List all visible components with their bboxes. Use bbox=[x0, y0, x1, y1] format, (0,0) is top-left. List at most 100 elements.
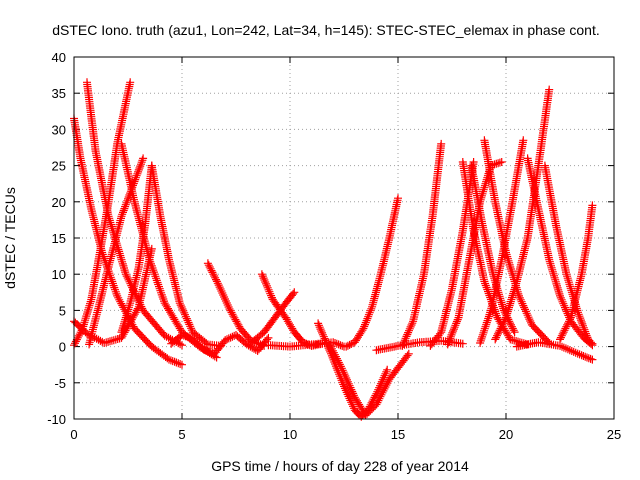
data-point bbox=[491, 309, 500, 318]
series-pass-x bbox=[480, 136, 554, 347]
x-tick-label: 25 bbox=[607, 427, 621, 442]
data-point bbox=[498, 320, 507, 329]
data-point bbox=[496, 324, 505, 333]
data-point bbox=[347, 398, 356, 407]
data-point bbox=[522, 309, 531, 318]
data-point bbox=[401, 334, 410, 343]
data-point bbox=[492, 333, 501, 342]
data-point bbox=[406, 322, 415, 331]
data-point bbox=[176, 301, 185, 310]
data-point bbox=[556, 341, 564, 350]
data-point bbox=[575, 312, 584, 321]
data-point bbox=[315, 323, 324, 332]
data-point bbox=[478, 332, 487, 341]
data-point bbox=[328, 346, 337, 355]
data-point bbox=[576, 314, 585, 323]
data-point bbox=[319, 332, 328, 341]
data-point bbox=[347, 340, 356, 348]
data-point bbox=[553, 283, 562, 292]
data-point bbox=[149, 266, 158, 275]
data-point bbox=[336, 362, 345, 371]
data-point bbox=[109, 281, 118, 290]
data-point bbox=[332, 354, 341, 363]
data-point bbox=[559, 299, 568, 308]
data-point bbox=[491, 307, 500, 316]
data-point bbox=[556, 333, 565, 342]
data-point bbox=[137, 302, 146, 311]
data-point bbox=[121, 202, 130, 211]
data-point bbox=[134, 167, 143, 176]
data-point bbox=[491, 335, 500, 344]
data-point bbox=[211, 273, 220, 282]
data-point bbox=[168, 357, 177, 366]
data-point bbox=[449, 325, 458, 334]
data-point bbox=[443, 340, 452, 349]
data-point bbox=[217, 287, 226, 295]
data-point bbox=[349, 391, 358, 400]
data-point bbox=[153, 278, 162, 287]
data-point bbox=[480, 324, 489, 333]
data-point bbox=[362, 316, 371, 325]
data-point bbox=[518, 299, 527, 308]
data-point bbox=[509, 287, 518, 296]
data-point bbox=[588, 339, 597, 348]
series-pass-o bbox=[324, 339, 413, 420]
data-point bbox=[399, 340, 408, 348]
data-point bbox=[400, 336, 409, 345]
data-point bbox=[558, 342, 566, 351]
data-point bbox=[175, 299, 184, 308]
x-tick-label: 5 bbox=[178, 427, 185, 442]
data-point bbox=[120, 204, 129, 213]
data-point bbox=[506, 319, 515, 328]
data-point bbox=[508, 291, 517, 300]
data-point bbox=[588, 201, 597, 210]
data-point bbox=[400, 338, 408, 347]
data-point bbox=[550, 273, 559, 282]
data-point bbox=[226, 333, 235, 342]
data-point bbox=[509, 326, 518, 335]
y-tick-label: 15 bbox=[52, 231, 66, 246]
data-point bbox=[155, 284, 164, 293]
data-point bbox=[551, 277, 560, 286]
data-point bbox=[128, 313, 137, 322]
data-point bbox=[447, 330, 456, 339]
data-point bbox=[569, 347, 578, 356]
data-point bbox=[576, 316, 585, 325]
data-point bbox=[183, 316, 192, 325]
data-point bbox=[346, 396, 355, 405]
data-point bbox=[176, 340, 185, 349]
data-point bbox=[561, 305, 570, 314]
data-point bbox=[481, 322, 490, 331]
data-point bbox=[495, 326, 504, 335]
data-point bbox=[403, 351, 412, 360]
data-point bbox=[119, 208, 127, 217]
data-point bbox=[209, 270, 218, 279]
data-point bbox=[186, 322, 195, 331]
data-point bbox=[343, 390, 352, 399]
data-point bbox=[358, 326, 367, 335]
data-point bbox=[118, 301, 127, 310]
data-point bbox=[404, 349, 413, 358]
data-point bbox=[343, 341, 352, 350]
data-point bbox=[113, 291, 122, 300]
data-point bbox=[180, 308, 189, 317]
data-point bbox=[314, 319, 323, 328]
data-point bbox=[523, 311, 532, 320]
series-pass-r bbox=[398, 139, 446, 350]
data-point bbox=[262, 279, 271, 288]
data-point bbox=[122, 198, 131, 207]
data-point bbox=[123, 307, 132, 316]
data-point bbox=[265, 287, 274, 296]
data-point bbox=[320, 334, 329, 343]
data-point bbox=[486, 308, 495, 317]
data-point bbox=[343, 375, 351, 384]
data-point bbox=[75, 330, 84, 339]
data-point bbox=[264, 333, 273, 342]
data-point bbox=[334, 340, 343, 349]
data-point bbox=[580, 325, 589, 334]
data-point bbox=[181, 312, 190, 321]
data-point bbox=[480, 326, 489, 335]
data-point bbox=[559, 328, 568, 337]
data-point bbox=[562, 322, 571, 331]
